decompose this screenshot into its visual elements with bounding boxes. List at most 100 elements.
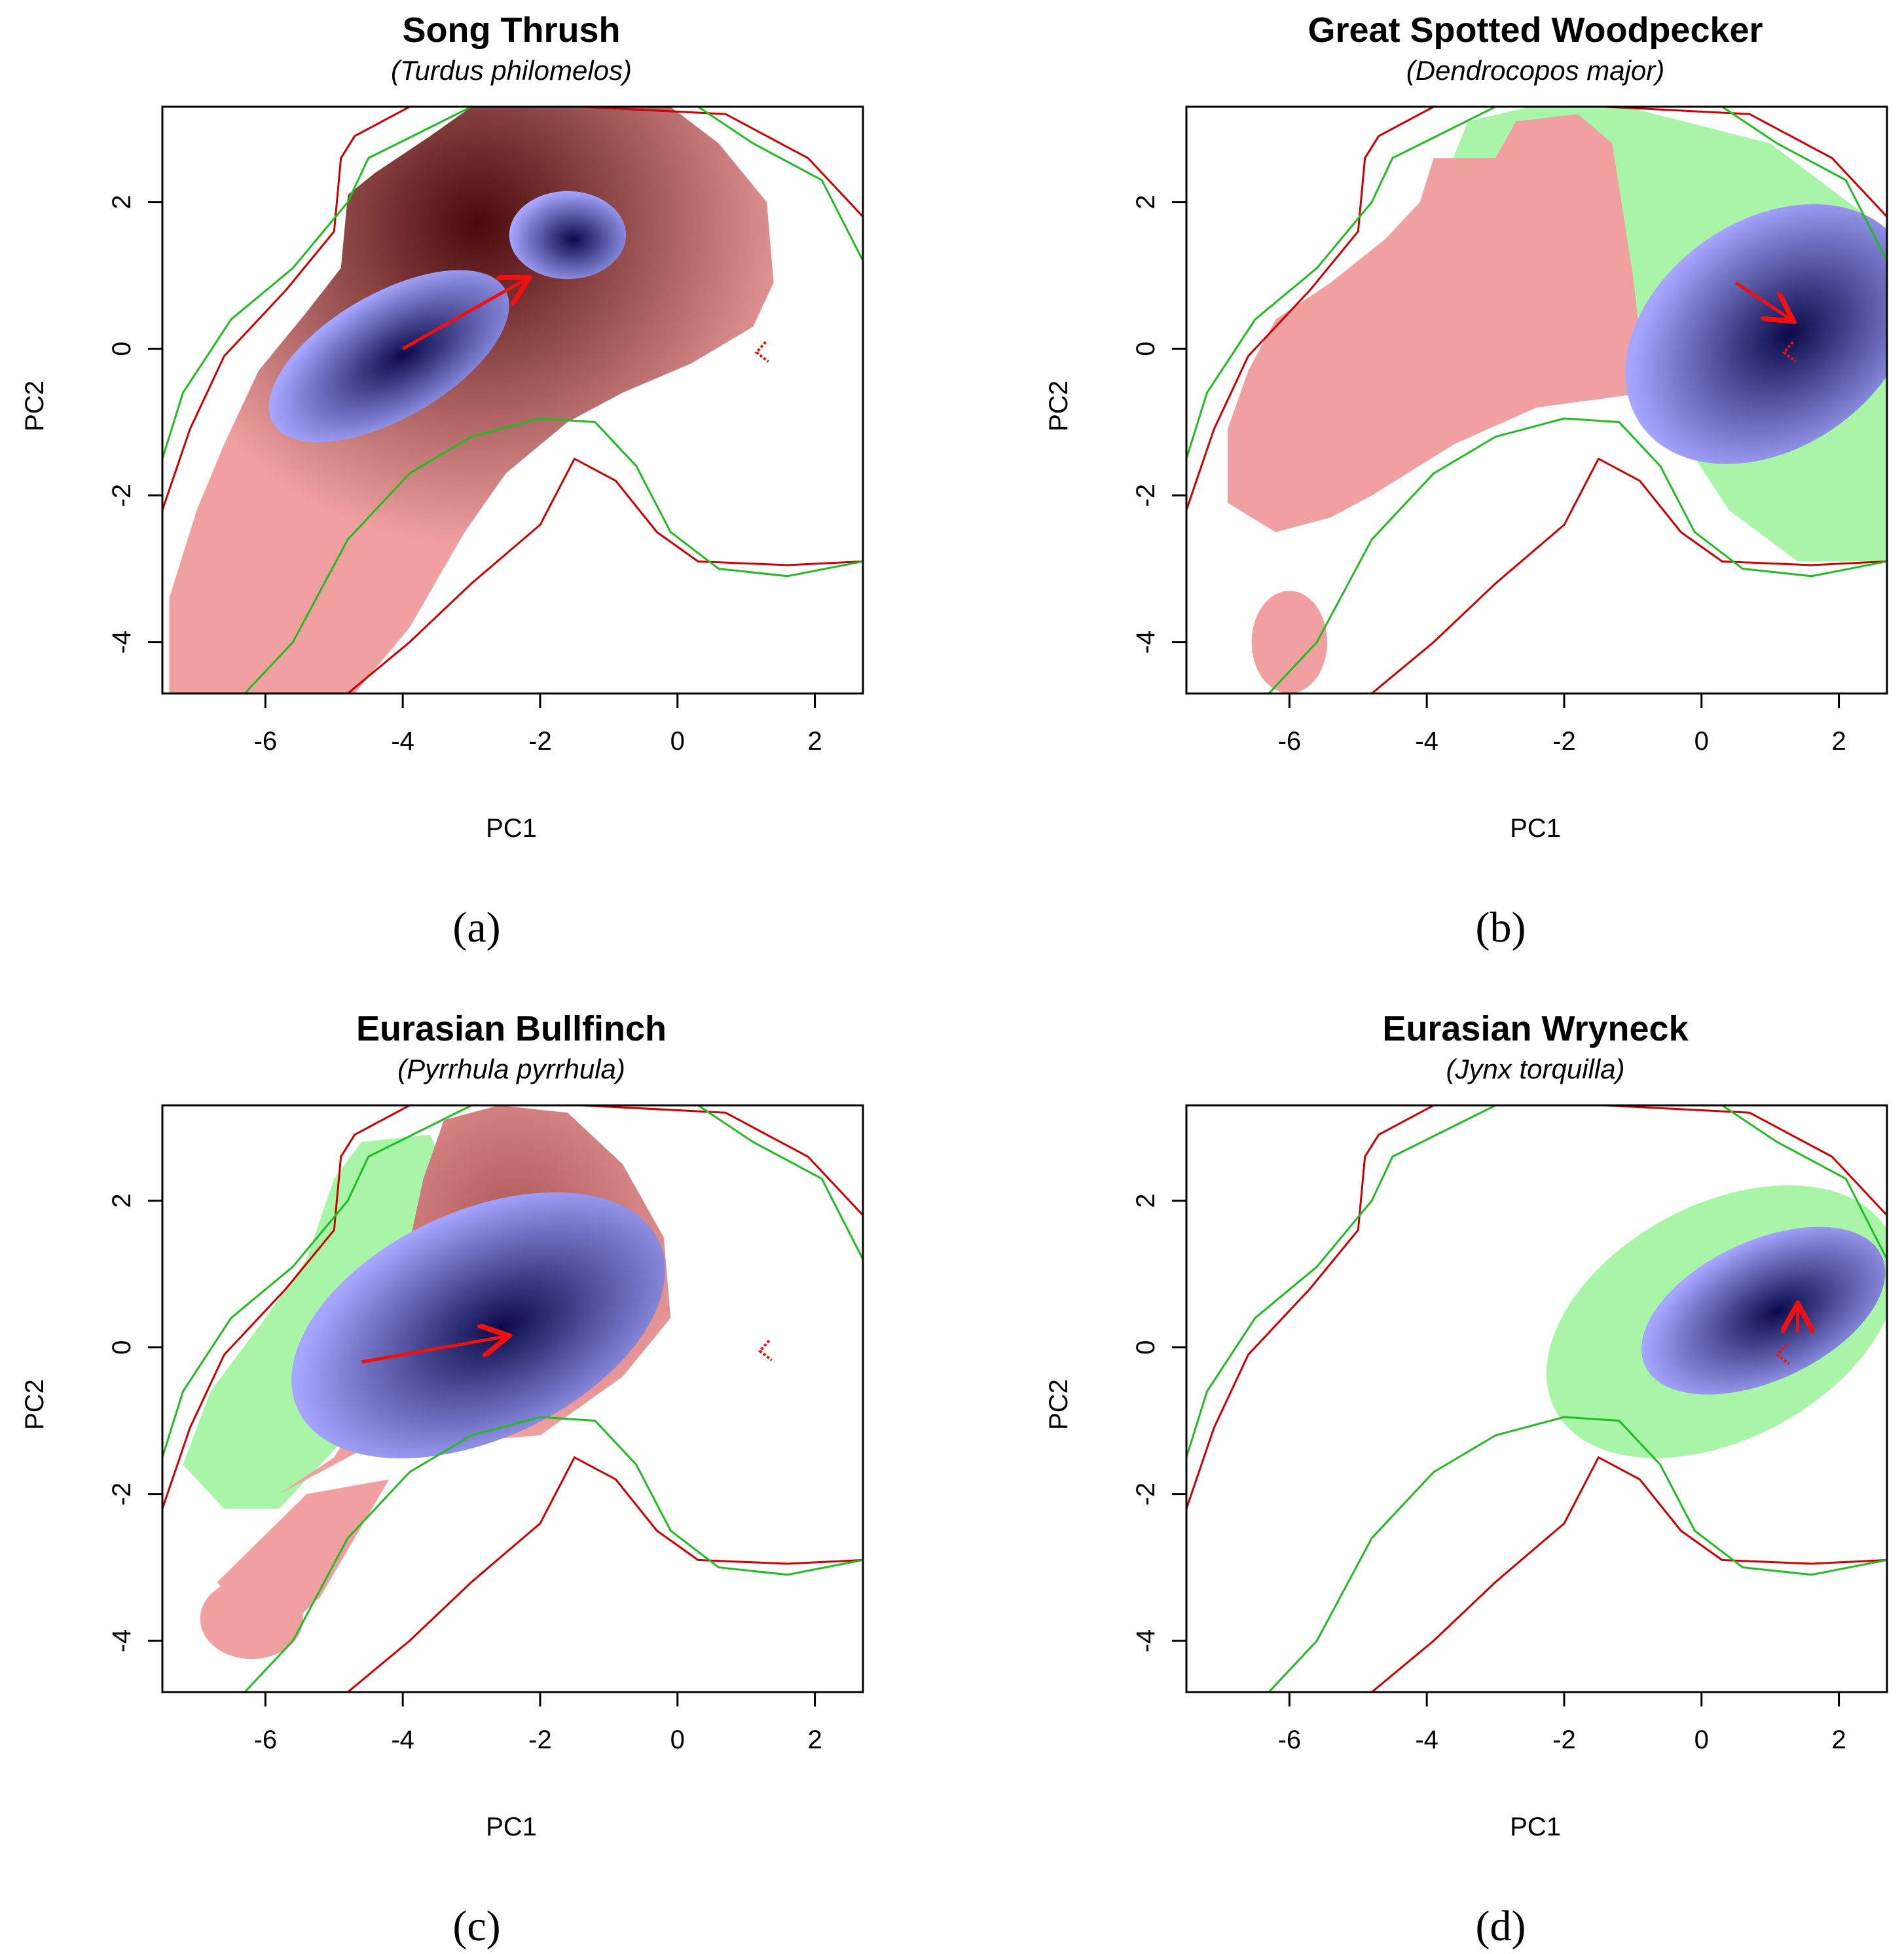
- panel-d-overlap-region: [1641, 1226, 1886, 1395]
- panel-a: Song Thrush (Turdus philomelos) -6 -4 -2 0 2…: [20, 10, 864, 951]
- panel-a-y-tick-label: 0: [107, 341, 136, 356]
- panel-c-plot-area: -6 -4 -2 0 2 -4 -2 0 2: [107, 1104, 864, 1754]
- panel-a-x-tick-label: 0: [670, 727, 685, 756]
- panel-d: Eurasian Wryneck (Jynx torquilla) -6 -4 -2…: [1044, 1009, 1888, 1950]
- panel-d-contour-native-inner: [1186, 1105, 1887, 1458]
- panel-d-y-tick-label: -4: [1131, 1629, 1160, 1653]
- panel-d-y-axis-label: PC2: [1044, 1379, 1073, 1430]
- panel-b-plot-frame: [1185, 105, 1888, 695]
- panel-a-y-tick-label: -4: [107, 631, 136, 654]
- panel-b-subtitle: (Dendrocopos major): [1406, 55, 1665, 86]
- panel-b-contour-native-lower: [1371, 457, 1887, 693]
- panel-b: Great Spotted Woodpecker (Dendrocopos ma…: [1044, 10, 1888, 951]
- panel-b-title: Great Spotted Woodpecker: [1308, 10, 1763, 50]
- panel-b-x-tick-label: -2: [1552, 727, 1576, 756]
- panel-b-contour-invasive-lower: [1268, 417, 1887, 693]
- panel-c-centroid-shift-arrow: [361, 1336, 505, 1364]
- panel-a-title: Song Thrush: [403, 10, 621, 50]
- panel-b-y-tick-label: 2: [1131, 194, 1160, 209]
- panel-c-contour-native-outer: [162, 1105, 863, 1509]
- panel-b-x-tick-label: -6: [1278, 727, 1302, 756]
- panel-a-native-region: [169, 107, 774, 693]
- panel-c-y-tick-label: -4: [107, 1629, 136, 1653]
- panel-d-x-tick-label: -6: [1278, 1725, 1302, 1754]
- panel-c-native-region-patch: [200, 1578, 304, 1659]
- panel-b-centroid-shift-arrow: [1734, 281, 1791, 320]
- panel-a-y-axis-label: PC2: [20, 380, 49, 432]
- panel-c-subtitle: (Pyrrhula pyrrhula): [397, 1054, 625, 1084]
- panel-d-x-tick-label: -2: [1552, 1725, 1576, 1754]
- panel-a-x-tick-label: 2: [807, 727, 822, 756]
- panel-a-centroid-marker: [754, 341, 769, 363]
- panel-c-x-tick-label: -4: [391, 1725, 414, 1754]
- panel-b-layers: [1186, 107, 1887, 693]
- panel-a-x-tick-label: -2: [528, 727, 552, 756]
- panel-c-contour-native-lower: [347, 1456, 863, 1692]
- panel-c-contour-invasive-lower: [244, 1416, 863, 1692]
- panel-a-contour-native-lower: [347, 457, 863, 693]
- panel-d-label: (d): [1476, 1902, 1526, 1950]
- panel-a-plot-area: -6 -4 -2 0 2 -4 -2 0 2: [107, 105, 864, 756]
- panel-d-x-axis-label: PC1: [1510, 1813, 1561, 1841]
- panel-b-x-axis-label: PC1: [1510, 814, 1561, 843]
- panel-c-x-tick-label: 0: [670, 1725, 685, 1754]
- panel-a-y-tick-label: -2: [107, 484, 136, 507]
- panel-d-contour-invasive-lower: [1268, 1416, 1887, 1692]
- panel-d-plot-frame: [1185, 1104, 1888, 1693]
- panel-b-contour-native-outer: [1186, 107, 1887, 511]
- panel-a-label: (a): [452, 904, 500, 951]
- panel-a-layers: [162, 107, 863, 693]
- panel-d-contour-native-outer: [1186, 1105, 1887, 1509]
- panel-d-x-tick-label: -4: [1415, 1725, 1438, 1754]
- panel-a-subtitle: (Turdus philomelos): [391, 55, 632, 86]
- panel-b-native-region: [1227, 114, 1647, 532]
- panel-c-title: Eurasian Bullfinch: [356, 1009, 667, 1048]
- panel-a-x-tick-label: -6: [254, 727, 278, 756]
- panel-c-centroid-marker: [758, 1339, 773, 1361]
- panel-c-contour-native-inner: [162, 1105, 863, 1458]
- panel-b-y-tick-label: 0: [1131, 341, 1160, 356]
- panel-b-x-tick-label: -4: [1415, 727, 1438, 756]
- panel-d-plot-area: -6 -4 -2 0 2 -4 -2 0 2: [1131, 1104, 1888, 1754]
- panel-b-plot-area: -6 -4 -2 0 2 -4 -2 0 2: [1131, 105, 1888, 756]
- panel-c-y-axis-label: PC2: [20, 1379, 49, 1430]
- panel-a-centroid-shift-arrow: [401, 279, 526, 350]
- panel-d-y-tick-label: 0: [1131, 1340, 1160, 1354]
- panel-d-title: Eurasian Wryneck: [1382, 1009, 1689, 1048]
- panel-d-contour-native-lower: [1371, 1456, 1887, 1692]
- panel-d-subtitle: (Jynx torquilla): [1446, 1054, 1624, 1084]
- panel-a-contour-native-outer: [162, 107, 863, 511]
- panel-b-x-tick-label: 2: [1831, 727, 1846, 756]
- panel-b-x-tick-label: 0: [1694, 727, 1709, 756]
- panel-a-overlap-region: [509, 191, 627, 280]
- panel-a-plot-frame: [161, 105, 864, 695]
- panel-c-label: (c): [452, 1902, 500, 1950]
- panel-c-plot-frame: [161, 1104, 864, 1693]
- panel-a-contour-invasive-lower: [244, 417, 863, 693]
- panel-b-contour-native-inner: [1186, 107, 1887, 460]
- panel-d-layers: [1186, 1105, 1887, 1692]
- panel-d-y-tick-label: -2: [1131, 1483, 1160, 1506]
- panel-c-y-tick-label: 0: [107, 1340, 136, 1354]
- panel-a-contour-native-inner: [162, 107, 863, 460]
- panel-d-x-tick-label: 0: [1694, 1725, 1709, 1754]
- panel-b-native-region-patch: [1251, 591, 1328, 693]
- panel-b-label: (b): [1476, 904, 1526, 951]
- panel-c-y-tick-label: -2: [107, 1483, 136, 1506]
- panel-d-x-tick-label: 2: [1831, 1725, 1846, 1754]
- panel-c-x-tick-label: -2: [528, 1725, 552, 1754]
- panel-c-y-tick-label: 2: [107, 1193, 136, 1207]
- panel-c-x-tick-label: -6: [254, 1725, 278, 1754]
- panel-a-overlap-region: [268, 270, 509, 443]
- panel-b-y-axis-label: PC2: [1044, 380, 1073, 432]
- panel-d-centroid-marker: [1775, 1343, 1790, 1365]
- panel-a-x-axis-label: PC1: [486, 814, 537, 843]
- panel-b-y-tick-label: -4: [1131, 631, 1160, 654]
- panel-b-overlap-region: [1625, 204, 1887, 464]
- panel-b-y-tick-label: -2: [1131, 484, 1160, 507]
- panel-b-centroid-marker: [1782, 341, 1797, 363]
- panel-c-layers: [162, 1105, 863, 1692]
- panel-a-x-tick-label: -4: [391, 727, 414, 756]
- panel-c-x-tick-label: 2: [807, 1725, 822, 1754]
